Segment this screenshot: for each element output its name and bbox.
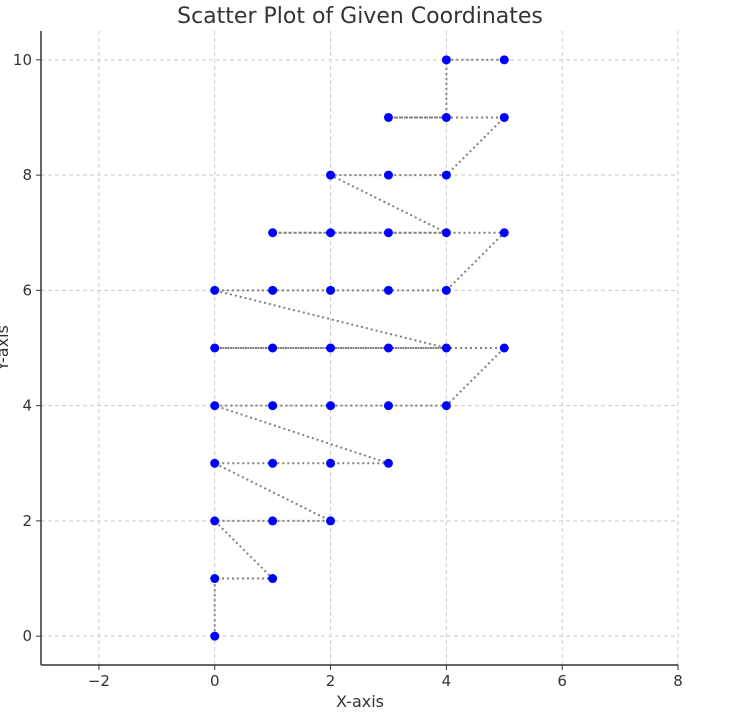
data-point [268, 343, 278, 353]
data-point [268, 574, 278, 584]
data-point [326, 516, 336, 526]
y-tick-label: 0 [22, 627, 32, 645]
x-tick-label: −2 [88, 672, 110, 690]
x-tick-label: 0 [210, 672, 220, 690]
data-point [210, 574, 220, 584]
data-point [210, 401, 220, 411]
x-tick-label: 2 [326, 672, 336, 690]
data-point [383, 285, 393, 295]
axes [36, 31, 679, 670]
data-point [441, 55, 451, 65]
data-point [383, 401, 393, 411]
connecting-lines [212, 58, 507, 637]
y-axis-label: Y-axis [0, 325, 12, 372]
data-point [326, 458, 336, 468]
data-point [383, 228, 393, 238]
data-point [326, 343, 336, 353]
data-point [499, 55, 509, 65]
data-point [383, 112, 393, 122]
data-point [326, 170, 336, 180]
data-points [210, 55, 509, 641]
data-point [441, 112, 451, 122]
data-point [210, 458, 220, 468]
chart-title: Scatter Plot of Given Coordinates [177, 4, 543, 29]
data-point [210, 516, 220, 526]
series-connecting-line [212, 58, 507, 637]
data-point [268, 458, 278, 468]
data-point [326, 285, 336, 295]
y-tick-label: 2 [22, 512, 32, 530]
data-point [499, 343, 509, 353]
grid [41, 31, 679, 665]
data-point [268, 401, 278, 411]
data-point [383, 458, 393, 468]
x-tick-label: 8 [673, 672, 683, 690]
data-point [268, 516, 278, 526]
data-point [210, 285, 220, 295]
data-point [441, 343, 451, 353]
data-point [499, 228, 509, 238]
x-tick-label: 4 [442, 672, 452, 690]
data-point [268, 228, 278, 238]
tick-labels: −2 0 2 4 6 8 0 2 4 6 8 10 [13, 51, 683, 690]
data-point [383, 343, 393, 353]
y-tick-label: 4 [22, 397, 32, 415]
data-point [441, 228, 451, 238]
data-point [210, 343, 220, 353]
y-tick-label: 6 [22, 281, 32, 299]
y-tick-label: 10 [13, 51, 32, 69]
data-point [441, 170, 451, 180]
data-point [441, 401, 451, 411]
data-point [326, 228, 336, 238]
data-point [383, 170, 393, 180]
data-point [441, 285, 451, 295]
data-point [499, 112, 509, 122]
data-point [326, 401, 336, 411]
data-point [210, 631, 220, 641]
y-tick-label: 8 [22, 166, 32, 184]
x-tick-label: 6 [557, 672, 567, 690]
data-point [268, 285, 278, 295]
x-axis-label: X-axis [336, 692, 384, 711]
